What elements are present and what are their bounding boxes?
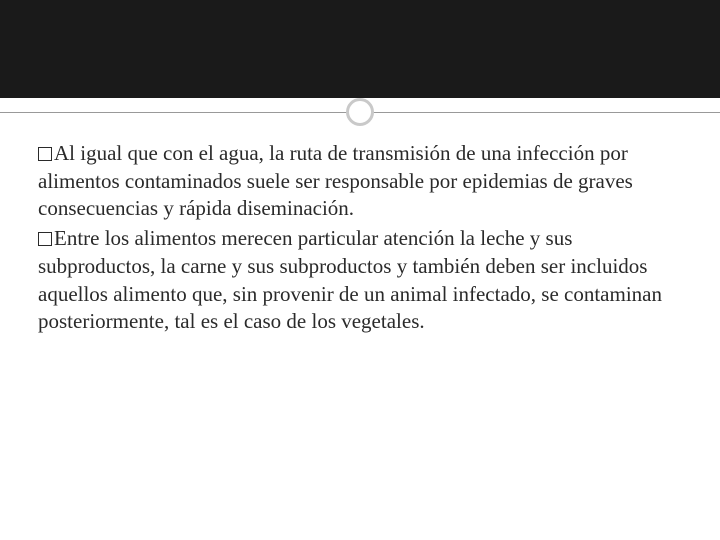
slide-container: Al igual que con el agua, la ruta de tra… <box>0 0 720 540</box>
square-bullet-icon <box>38 147 52 161</box>
bullet-item: Al igual que con el agua, la ruta de tra… <box>38 140 682 223</box>
square-bullet-icon <box>38 232 52 246</box>
bullet-text: Entre los alimentos merecen particular a… <box>38 226 662 333</box>
bullet-item: Entre los alimentos merecen particular a… <box>38 225 682 336</box>
circle-accent-icon <box>346 98 374 126</box>
bullet-text: Al igual que con el agua, la ruta de tra… <box>38 141 633 220</box>
content-area: Al igual que con el agua, la ruta de tra… <box>38 140 682 338</box>
header-band <box>0 0 720 98</box>
